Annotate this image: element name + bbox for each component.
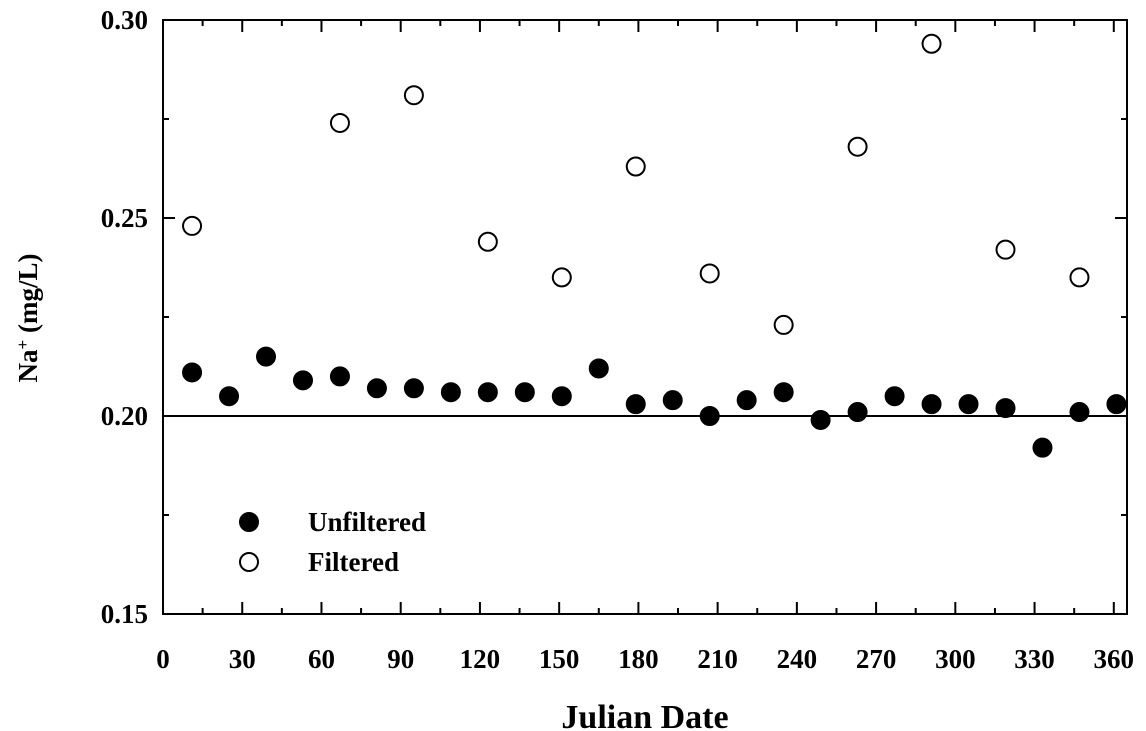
unfiltered-point xyxy=(995,398,1016,419)
unfiltered-point xyxy=(403,378,424,399)
unfiltered-point xyxy=(958,394,979,415)
plot-area: 0 30 60 90 120 150 180 210 240 270 300 330 360 0.15 0.… xyxy=(101,5,1134,674)
unfiltered-point xyxy=(219,386,240,407)
x-tick-label: 240 xyxy=(777,644,818,674)
legend-filtered-marker xyxy=(239,552,259,572)
filtered-point xyxy=(921,33,942,54)
unfiltered-point xyxy=(551,386,572,407)
unfiltered-point xyxy=(514,382,535,403)
y-tick-label: 0.15 xyxy=(101,599,148,629)
x-tick-label: 150 xyxy=(539,644,580,674)
filtered-point xyxy=(699,263,720,284)
unfiltered-point xyxy=(884,386,905,407)
filtered-point xyxy=(773,314,794,335)
unfiltered-point xyxy=(847,402,868,423)
unfiltered-point xyxy=(292,370,313,391)
unfiltered-point xyxy=(256,346,277,367)
unfiltered-point xyxy=(588,358,609,379)
x-tick-label: 180 xyxy=(618,644,659,674)
legend-unfiltered-marker xyxy=(239,512,259,532)
unfiltered-point xyxy=(921,394,942,415)
filtered-point xyxy=(1069,267,1090,288)
filtered-point xyxy=(182,215,203,236)
x-tick-label: 0 xyxy=(156,644,170,674)
y-axis-label-species: Na xyxy=(13,349,43,382)
y-axis-label: Na+ (mg/L) xyxy=(13,254,44,383)
x-tick-label: 330 xyxy=(1014,644,1055,674)
filtered-point xyxy=(847,136,868,157)
y-tick-label: 0.30 xyxy=(101,5,148,35)
unfiltered-point xyxy=(699,406,720,426)
x-tick-label: 300 xyxy=(935,644,976,674)
unfiltered-point xyxy=(440,382,461,403)
filtered-point xyxy=(625,156,646,177)
unfiltered-point xyxy=(366,378,387,399)
filtered-point xyxy=(995,239,1016,260)
y-tick-label: 0.25 xyxy=(101,203,148,233)
filtered-point xyxy=(329,112,350,133)
filtered-point xyxy=(403,85,424,106)
filtered-point xyxy=(477,231,498,252)
x-tick-label: 90 xyxy=(387,644,414,674)
x-tick-label: 120 xyxy=(460,644,501,674)
y-axis-label-unit: (mg/L) xyxy=(13,254,43,340)
x-tick-label: 360 xyxy=(1094,644,1135,674)
x-tick-label: 30 xyxy=(229,644,256,674)
unfiltered-point xyxy=(329,366,350,387)
unfiltered-point xyxy=(736,390,757,411)
unfiltered-point xyxy=(1106,394,1127,415)
x-tick-label: 270 xyxy=(856,644,897,674)
unfiltered-point xyxy=(477,382,498,403)
filtered-point xyxy=(551,267,572,288)
legend-filtered-label: Filtered xyxy=(308,547,399,577)
unfiltered-point xyxy=(773,382,794,403)
unfiltered-point xyxy=(625,394,646,415)
unfiltered-point xyxy=(1069,402,1090,423)
unfiltered-point xyxy=(810,409,831,430)
legend-unfiltered-label: Unfiltered xyxy=(308,507,426,537)
x-tick-label: 60 xyxy=(308,644,335,674)
x-tick-label: 210 xyxy=(697,644,738,674)
x-axis-label: Julian Date xyxy=(561,699,728,731)
y-axis-label-charge: + xyxy=(13,340,32,350)
unfiltered-point xyxy=(1032,437,1053,458)
y-tick-label: 0.20 xyxy=(101,401,148,431)
unfiltered-point xyxy=(662,390,683,411)
unfiltered-point xyxy=(182,362,203,383)
